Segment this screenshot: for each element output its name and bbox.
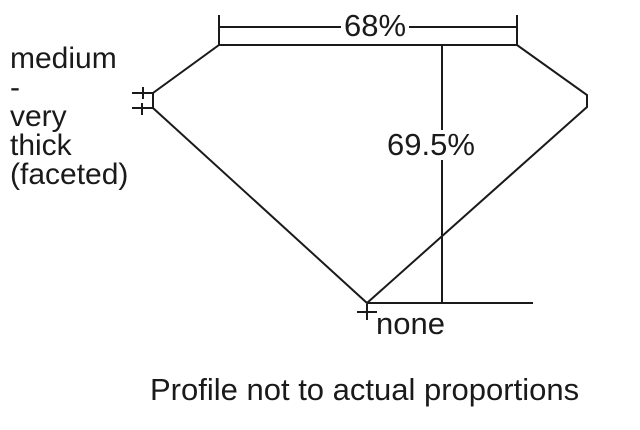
depth-percentage-label: 69.5%: [385, 127, 477, 162]
girdle-thickness-label: medium - very thick (faceted): [10, 42, 129, 191]
girdle-tick-marks: [132, 87, 153, 115]
caption: Profile not to actual proportions: [150, 372, 580, 407]
culet-cross-mark: [357, 304, 377, 320]
culet-label: none: [376, 306, 445, 341]
table-percentage-label: 68%: [341, 10, 410, 41]
diamond-outline: [152, 44, 588, 305]
